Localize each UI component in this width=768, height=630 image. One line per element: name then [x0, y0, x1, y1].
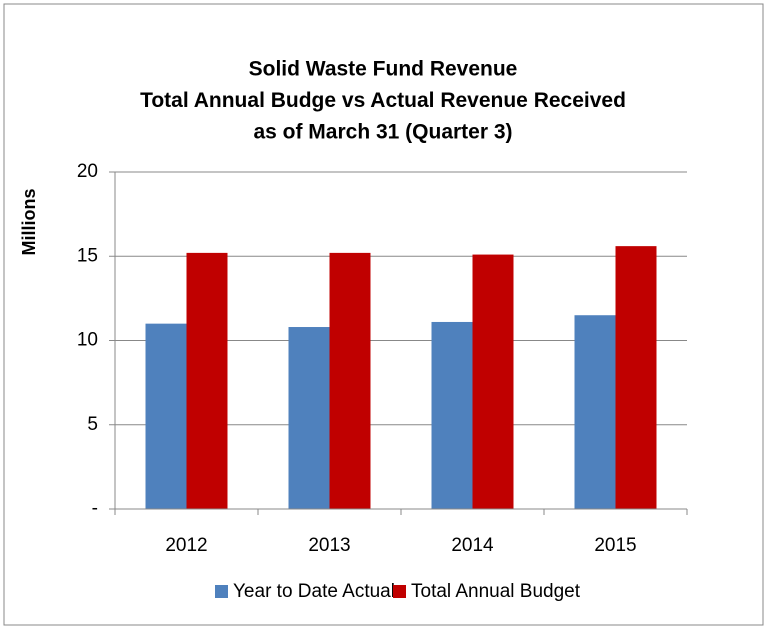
bar: [186, 252, 228, 509]
y-axis-label: Millions: [19, 189, 39, 256]
x-tick-label: 2015: [594, 535, 636, 556]
chart-title: as of March 31 (Quarter 3): [253, 121, 512, 144]
legend-swatch: [393, 585, 406, 598]
bar: [431, 321, 473, 509]
bar: [574, 315, 616, 509]
chart-title: Total Annual Budge vs Actual Revenue Rec…: [140, 89, 626, 112]
chart-title: Solid Waste Fund Revenue: [249, 58, 518, 81]
legend-label: Total Annual Budget: [411, 581, 581, 602]
y-tick-label: 15: [77, 245, 98, 266]
bar: [145, 323, 187, 509]
bar: [615, 246, 657, 509]
y-tick-label: -: [92, 498, 98, 519]
bar: [288, 327, 330, 509]
y-tick-label: 5: [87, 414, 98, 435]
bar: [472, 254, 514, 509]
legend-swatch: [215, 585, 228, 598]
x-tick-label: 2012: [165, 535, 207, 556]
bar: [329, 252, 371, 509]
y-tick-label: 10: [77, 330, 98, 351]
y-tick-label: 20: [77, 161, 98, 182]
legend-label: Year to Date Actual: [233, 581, 395, 602]
x-tick-label: 2013: [308, 535, 350, 556]
x-tick-label: 2014: [451, 535, 494, 556]
